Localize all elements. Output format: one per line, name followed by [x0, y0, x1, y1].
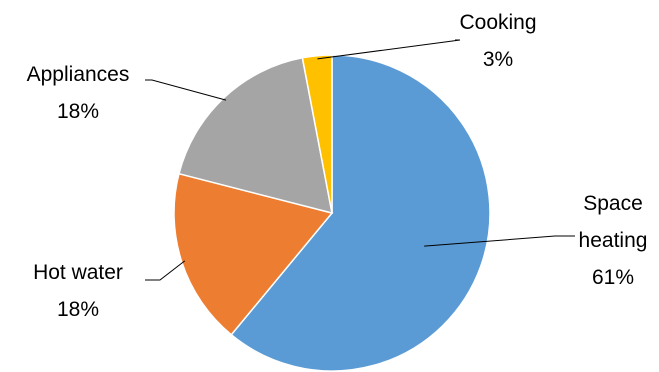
pie-slice-appliances [178, 56, 333, 215]
slice-label-space-heating: Space [583, 192, 643, 215]
slice-value-hot-water: 18% [57, 298, 99, 321]
leader-line-appliances [145, 79, 227, 101]
slice-label-cooking: Cooking [459, 11, 536, 34]
pie-slices [173, 54, 491, 372]
pie-slice-hot-water [173, 172, 334, 336]
slice-label-hot-water: Hot water [33, 261, 123, 284]
slice-value-cooking: 3% [483, 48, 513, 71]
pie-slice-space-heating [230, 54, 491, 372]
slice-label-appliances: Appliances [27, 63, 130, 86]
leader-line-hot-water [145, 260, 186, 281]
leader-lines [145, 39, 575, 281]
slice-labels: Space heating 61% Hot water 18% Appliances 18%… [27, 11, 648, 321]
leader-line-space-heating [424, 235, 575, 247]
leader-line-cooking [317, 39, 461, 60]
pie-slice-cooking [301, 54, 333, 214]
slice-label-space-heating: heating [579, 229, 648, 252]
slice-value-appliances: 18% [57, 100, 99, 123]
slice-value-space-heating: 61% [592, 266, 634, 289]
